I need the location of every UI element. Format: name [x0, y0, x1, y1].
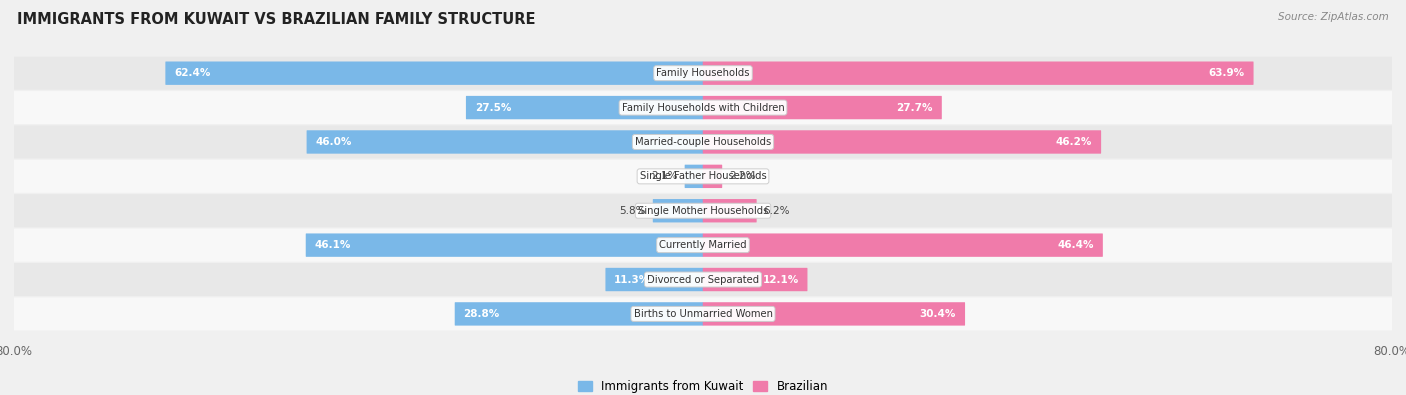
Text: 27.7%: 27.7%: [897, 103, 934, 113]
FancyBboxPatch shape: [703, 62, 1254, 85]
FancyBboxPatch shape: [14, 91, 1392, 124]
Text: 5.8%: 5.8%: [620, 206, 647, 216]
Text: 46.4%: 46.4%: [1057, 240, 1094, 250]
Text: 46.1%: 46.1%: [315, 240, 352, 250]
Text: 12.1%: 12.1%: [762, 275, 799, 284]
Text: Currently Married: Currently Married: [659, 240, 747, 250]
Text: Divorced or Separated: Divorced or Separated: [647, 275, 759, 284]
Text: Births to Unmarried Women: Births to Unmarried Women: [634, 309, 772, 319]
FancyBboxPatch shape: [703, 130, 1101, 154]
FancyBboxPatch shape: [703, 268, 807, 291]
Text: 63.9%: 63.9%: [1209, 68, 1244, 78]
FancyBboxPatch shape: [454, 302, 703, 325]
Text: 2.2%: 2.2%: [728, 171, 755, 181]
FancyBboxPatch shape: [703, 199, 756, 222]
Text: 27.5%: 27.5%: [475, 103, 512, 113]
Text: Single Mother Households: Single Mother Households: [638, 206, 768, 216]
Text: 62.4%: 62.4%: [174, 68, 211, 78]
FancyBboxPatch shape: [14, 263, 1392, 296]
FancyBboxPatch shape: [606, 268, 703, 291]
Text: 28.8%: 28.8%: [464, 309, 501, 319]
FancyBboxPatch shape: [166, 62, 703, 85]
Text: 2.1%: 2.1%: [651, 171, 678, 181]
FancyBboxPatch shape: [685, 165, 703, 188]
FancyBboxPatch shape: [305, 233, 703, 257]
FancyBboxPatch shape: [652, 199, 703, 222]
FancyBboxPatch shape: [14, 194, 1392, 227]
FancyBboxPatch shape: [14, 126, 1392, 158]
FancyBboxPatch shape: [14, 297, 1392, 330]
FancyBboxPatch shape: [703, 96, 942, 119]
Text: Source: ZipAtlas.com: Source: ZipAtlas.com: [1278, 12, 1389, 22]
FancyBboxPatch shape: [14, 160, 1392, 193]
FancyBboxPatch shape: [703, 302, 965, 325]
Text: Single Father Households: Single Father Households: [640, 171, 766, 181]
Legend: Immigrants from Kuwait, Brazilian: Immigrants from Kuwait, Brazilian: [574, 376, 832, 395]
FancyBboxPatch shape: [465, 96, 703, 119]
Text: 11.3%: 11.3%: [614, 275, 651, 284]
FancyBboxPatch shape: [703, 233, 1102, 257]
Text: 46.2%: 46.2%: [1056, 137, 1092, 147]
FancyBboxPatch shape: [307, 130, 703, 154]
Text: 46.0%: 46.0%: [315, 137, 352, 147]
Text: Family Households with Children: Family Households with Children: [621, 103, 785, 113]
FancyBboxPatch shape: [14, 229, 1392, 261]
Text: Family Households: Family Households: [657, 68, 749, 78]
Text: IMMIGRANTS FROM KUWAIT VS BRAZILIAN FAMILY STRUCTURE: IMMIGRANTS FROM KUWAIT VS BRAZILIAN FAMI…: [17, 12, 536, 27]
FancyBboxPatch shape: [14, 57, 1392, 90]
Text: 30.4%: 30.4%: [920, 309, 956, 319]
FancyBboxPatch shape: [703, 165, 723, 188]
Text: 6.2%: 6.2%: [763, 206, 790, 216]
Text: Married-couple Households: Married-couple Households: [636, 137, 770, 147]
